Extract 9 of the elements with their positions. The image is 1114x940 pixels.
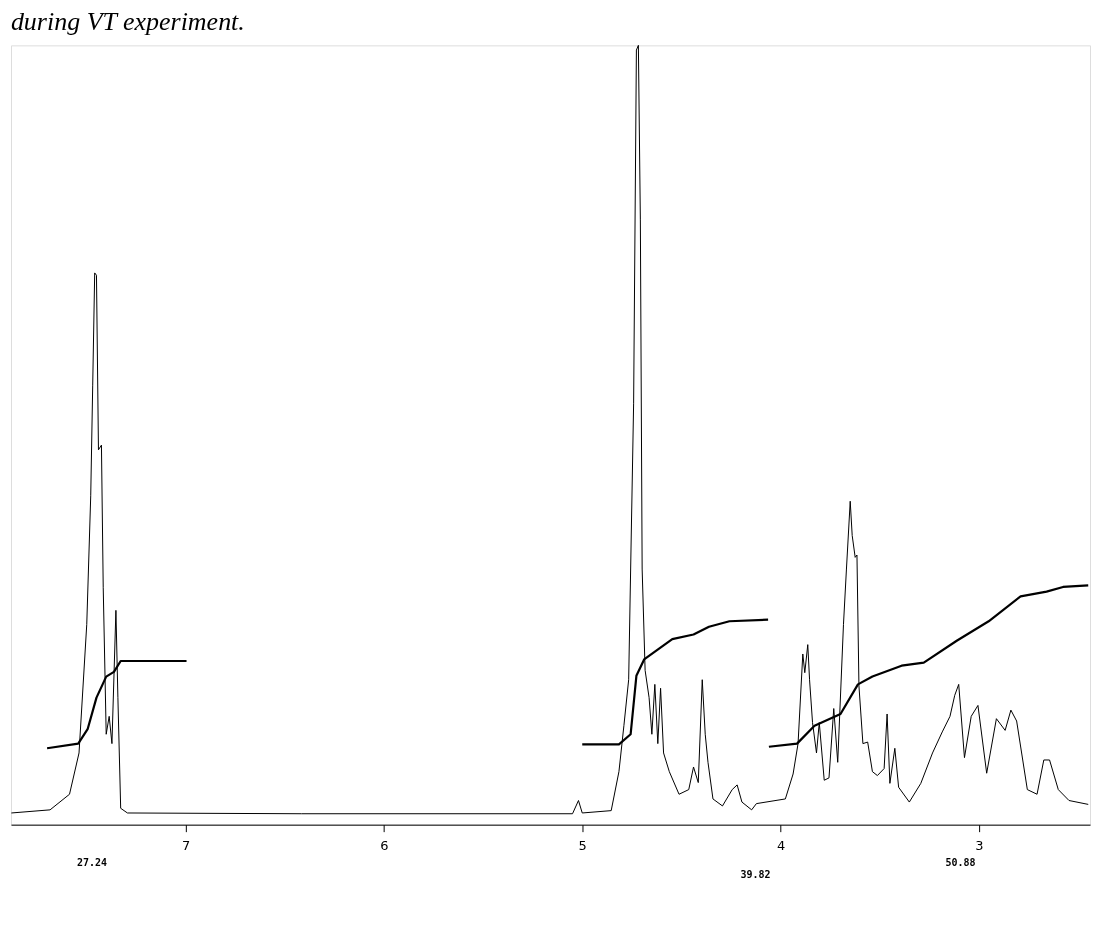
text: 39.82 (740, 868, 771, 880)
x-tick-label: 4 (776, 838, 786, 854)
x-tick-label: 3 (975, 838, 984, 854)
text: 50.88 (945, 856, 976, 868)
x-tick-label: 5 (578, 838, 587, 854)
x-tick-label: 6 (380, 838, 389, 854)
chart-title: during VT experiment. (10, 6, 245, 36)
text: 27.24 (76, 856, 107, 868)
x-tick-label: 7 (181, 838, 191, 854)
